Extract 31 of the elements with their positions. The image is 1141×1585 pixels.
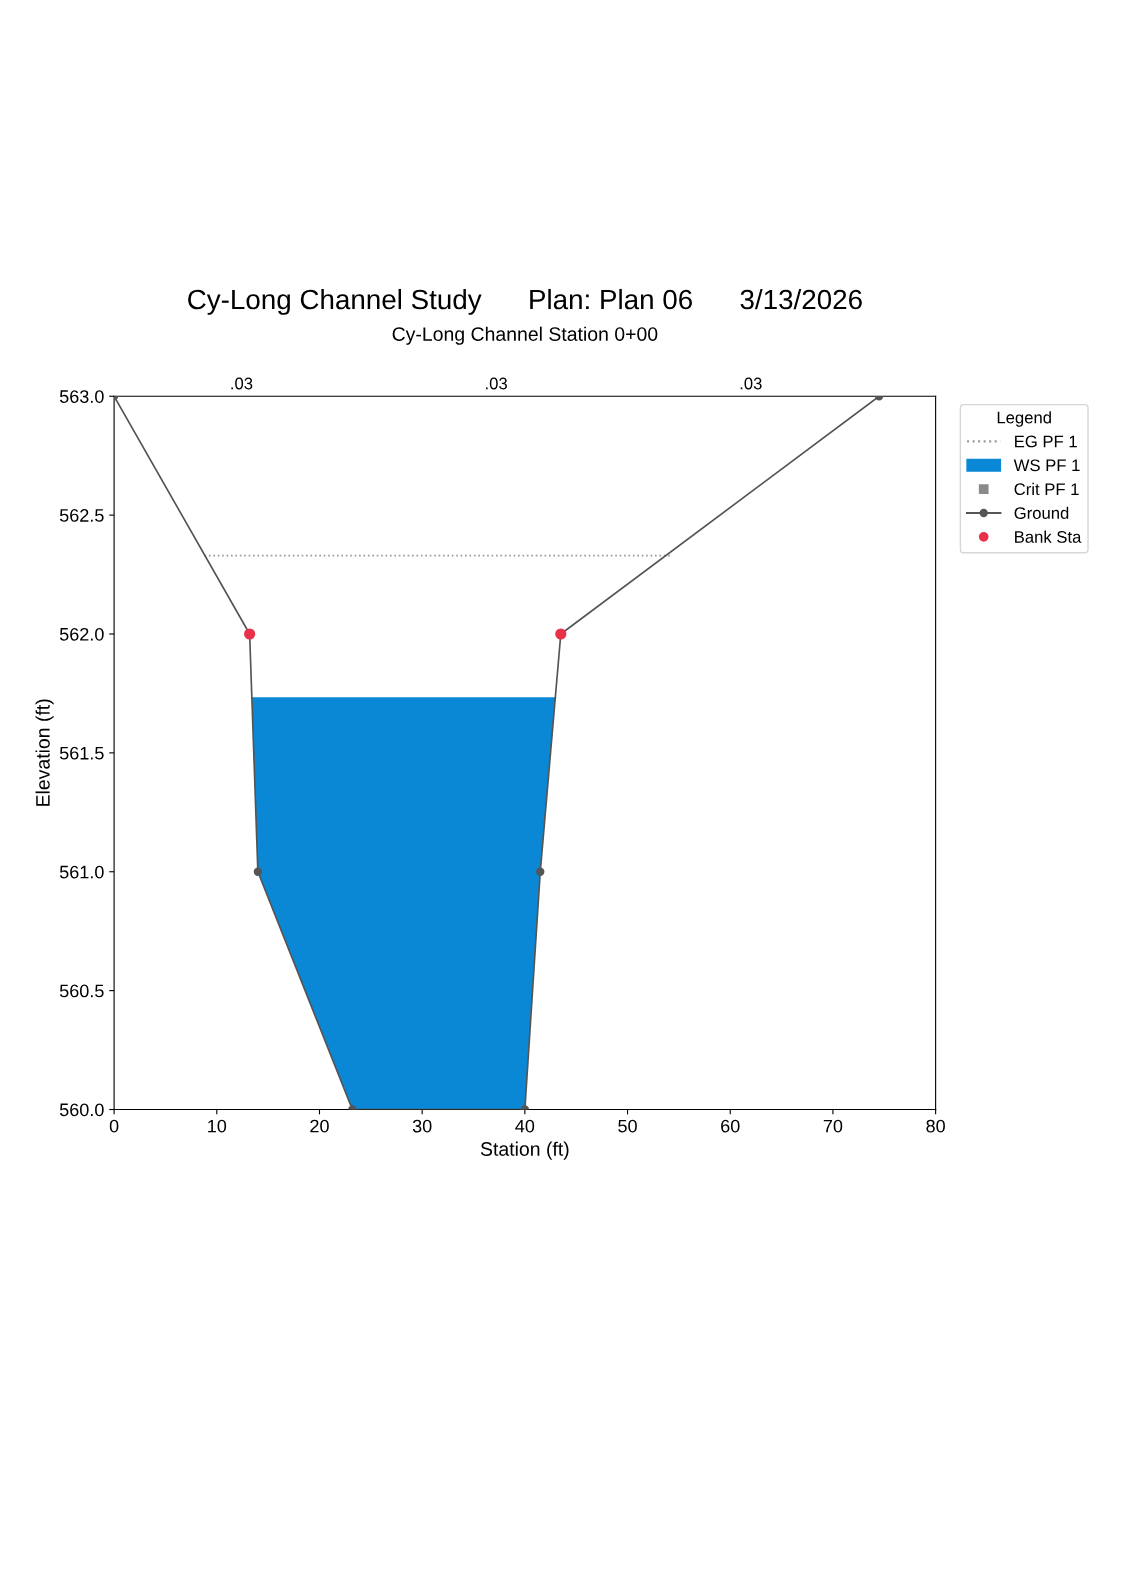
x-tick-label: 50 (618, 1119, 637, 1133)
x-tick-label: 0 (109, 1119, 119, 1133)
text: .03 (740, 377, 762, 390)
x-tick-label: 80 (926, 1119, 945, 1133)
legend-label: Crit PF 1 (1014, 482, 1079, 496)
x-tick-label: 30 (412, 1119, 432, 1133)
y-tick-label: 561.0 (59, 865, 104, 879)
legend-title: Legend (997, 411, 1051, 427)
y-tick-label: 563.0 (59, 390, 104, 403)
y-tick-label: 560.5 (59, 984, 104, 998)
y-tick-label: 562.5 (59, 509, 104, 522)
legend-label: Ground (1014, 506, 1069, 519)
legend-label: Bank Sta (1015, 530, 1082, 543)
y-tick-label: 560.0 (59, 1103, 104, 1117)
point (536, 867, 545, 876)
y-tick-label: 562.0 (59, 627, 104, 641)
text: .03 (486, 377, 507, 390)
x-tick-label: 70 (823, 1119, 843, 1133)
x-axis-title: Station (ft) (480, 1141, 569, 1160)
legend-label: WS PF 1 (1013, 459, 1080, 472)
x-tick-label: 10 (208, 1119, 227, 1133)
legend-label: EG PF 1 (1015, 435, 1077, 448)
x-tick-label: 40 (515, 1119, 535, 1133)
x-tick-label: 60 (721, 1119, 740, 1133)
chart-title: Cy-Long Channel Study Plan: Plan 06 3/13/2026 (188, 288, 862, 315)
point (253, 867, 263, 876)
y-tick-label: 561.5 (59, 746, 104, 760)
chart-subtitle: Cy-Long Channel Station 0+00 (392, 326, 658, 345)
text: .03 (231, 377, 253, 390)
y-axis-title: Elevation (ft) (35, 699, 54, 806)
x-tick-label: 20 (310, 1119, 329, 1133)
